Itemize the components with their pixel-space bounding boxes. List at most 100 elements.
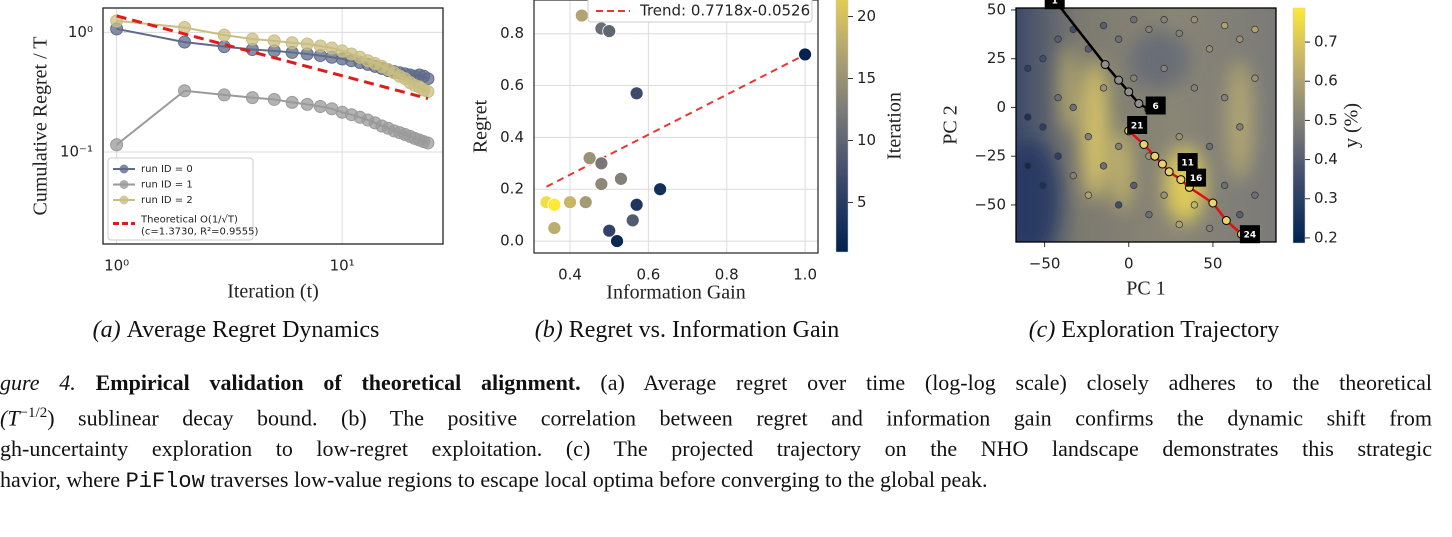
legend-marker [119,164,129,174]
point [313,39,327,53]
sample-point [1251,25,1259,34]
sample-point [1024,162,1032,170]
point [421,136,435,150]
sample-point [1024,113,1032,121]
point [285,36,299,50]
y-tick-label: 10⁰ [68,23,93,41]
colorbar [1292,7,1306,244]
annotation-box [1044,0,1065,10]
legend-label: Theoretical O(1/√T) [140,215,238,226]
plot-frame [102,7,444,245]
colorbar-tick-label: 0.7 [1314,33,1338,51]
annotation-box [1186,168,1207,187]
sample-point [1236,211,1244,219]
trajectory-point [1114,75,1124,85]
annotation-label: 6 [1153,102,1159,112]
legend-label: run ID = 2 [141,195,193,206]
colorbar-tick-label: 15 [857,69,876,87]
trend-line [546,53,806,188]
y-axis-label: Regret [470,99,492,153]
y-tick-label: 0.6 [500,76,524,94]
panel-caption: (c) Exploration Trajectory [1029,317,1280,343]
y-tick-label: −25 [974,147,1006,165]
legend-marker [119,195,129,205]
sample-point [1145,25,1153,34]
point [602,223,617,238]
point [594,156,609,171]
trajectory-point [1124,87,1134,97]
caption-line: gure 4. Empirical validation of theoreti… [0,367,1432,398]
caption-label: (a) [93,317,121,343]
y-tick-label: 50 [987,0,1006,18]
sample-point [1024,64,1032,73]
sample-point [1221,21,1229,30]
sample-point [1160,64,1168,73]
legend-label: Trend: 0.7718x-0.0526 [639,2,810,20]
sample-point [1236,35,1244,43]
legend-marker [119,180,129,189]
trajectory-point [1221,216,1231,226]
sample-point [1069,172,1077,180]
caption-text: Average Regret Dynamics [127,317,380,343]
sample-point [1160,191,1168,199]
sample-point [1205,45,1214,53]
y-tick-label: 0 [996,98,1006,116]
point [285,95,299,109]
sample-point [1115,35,1123,43]
annotation-box [1239,225,1260,244]
contour-peak [1060,45,1076,135]
annotation-label: 1 [1052,0,1058,7]
caption-text: ) sublinear decay bound. (b) The positiv… [47,405,1432,431]
theory-line [116,14,429,100]
contour-peak [1226,60,1254,180]
sample-point [1190,201,1199,209]
sample-point [1251,191,1259,199]
charts: 10⁰ 10¹ 10⁻¹ 10⁰ Iteration (t) Cumulative Reg… [30,0,1363,343]
y-tick-label: 0.8 [500,24,524,42]
x-tick-label: 10⁰ [104,257,129,275]
point [614,171,628,186]
trajectory-point [1157,159,1167,169]
caption-text: gh-uncertainty exploration to low-regret… [0,436,1432,462]
contour-valley [1130,30,1190,90]
figure-label: gure 4. [0,370,76,395]
annotation-box [1145,96,1166,115]
sample-point [1205,142,1214,151]
contour-peak [1081,60,1109,200]
annotation-label: 16 [1190,174,1203,184]
trajectory-point [1208,198,1218,208]
caption-text: (a) Average regret over time (log-log sc… [600,370,1433,395]
legend-label: run ID = 0 [141,164,193,175]
trajectory-point [1164,167,1174,177]
sample-point [1221,94,1229,102]
caption-text: Regret vs. Information Gain [569,317,840,343]
point [629,197,644,212]
legend-box [107,157,254,241]
y-tick-label: 0.2 [500,180,524,198]
point [245,91,259,105]
sample-point [1236,123,1244,131]
colorbar-tick-label: 0.5 [1314,111,1338,129]
point [178,84,192,98]
sample-point [1175,133,1183,141]
sample-point [1190,84,1199,92]
y-tick-label: 10⁻¹ [60,142,93,160]
x-tick-label: 50 [1203,255,1222,273]
panel-caption: (b) Regret vs. Information Gain [535,317,840,343]
trajectory-point [1139,140,1149,149]
legend-box [587,0,813,23]
caption-label: (c) [1029,317,1056,343]
sample-point [1099,84,1108,92]
colorbar-tick-label: 10 [857,131,876,149]
point [178,35,192,49]
point [582,151,597,166]
colorbar-tick-label: 0.3 [1314,189,1338,207]
caption-line: havior, where PiFlow traverses low-value… [0,464,1432,497]
point [629,86,644,101]
sample-point [1039,181,1047,190]
point [267,34,281,48]
trajectory-line [1127,129,1243,236]
x-axis-label: Information Gain [606,282,745,304]
